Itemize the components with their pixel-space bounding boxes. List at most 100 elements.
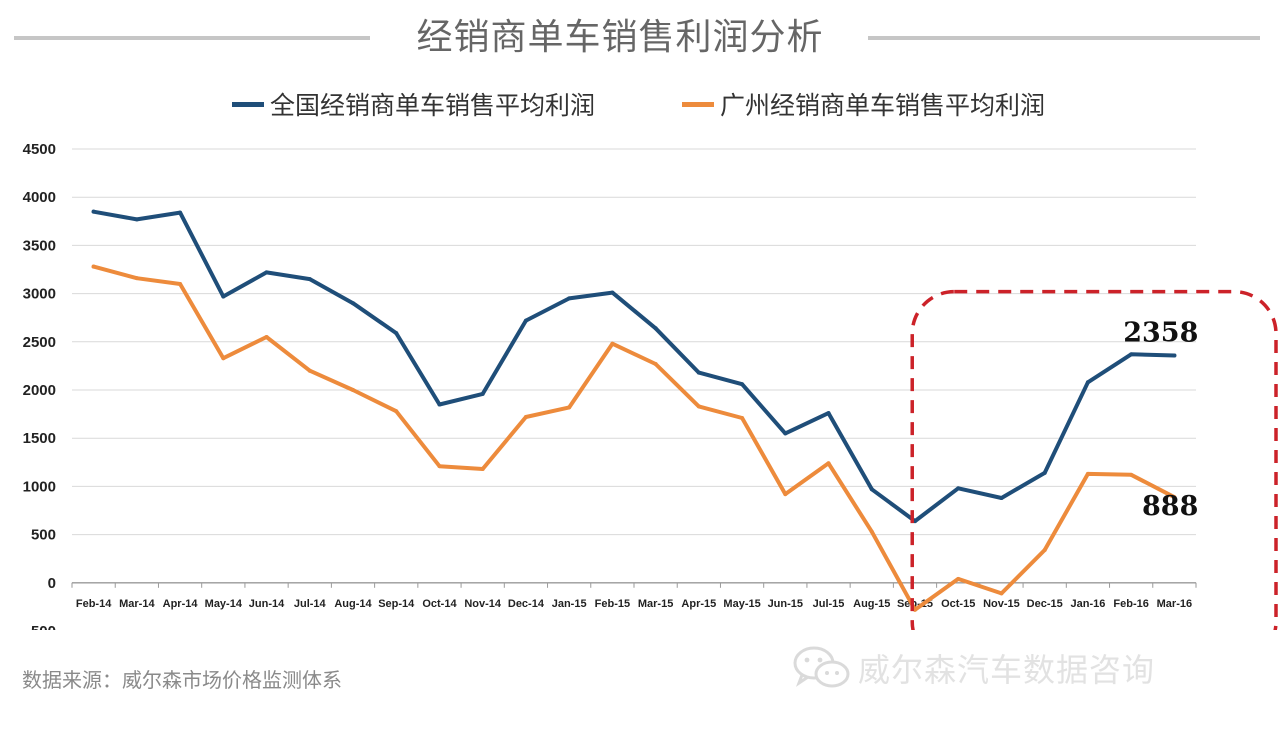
x-tick-label: Sep-15 xyxy=(897,598,933,610)
legend-item-guangzhou: 广州经销商单车销售平均利润 xyxy=(682,84,1045,124)
x-tick-label: Oct-14 xyxy=(422,598,457,610)
legend-swatch-guangzhou xyxy=(682,101,714,107)
data-point xyxy=(178,281,183,286)
y-tick-label: 500 xyxy=(31,527,56,544)
y-tick-label: 1500 xyxy=(23,430,56,447)
legend-label-guangzhou: 广州经销商单车销售平均利润 xyxy=(720,91,1046,120)
source-note: 数据来源：威尔森市场价格监测体系 xyxy=(22,668,342,692)
data-point xyxy=(134,276,139,281)
data-point xyxy=(307,277,312,282)
data-point xyxy=(1085,380,1090,385)
x-tick-label: Mar-15 xyxy=(638,598,673,610)
data-point xyxy=(567,296,572,301)
watermark: 威尔森汽车数据咨询 xyxy=(792,644,1155,692)
data-point xyxy=(740,415,745,420)
x-tick-label: Feb-15 xyxy=(595,598,630,610)
data-point xyxy=(956,576,961,581)
x-tick-label: Mar-16 xyxy=(1157,598,1192,610)
x-tick-label: Dec-14 xyxy=(508,598,545,610)
data-point xyxy=(999,591,1004,596)
x-tick-label: Mar-14 xyxy=(119,598,155,610)
wechat-icon xyxy=(793,646,850,688)
y-tick-label: 2000 xyxy=(23,382,56,399)
data-point xyxy=(653,361,658,366)
data-point xyxy=(826,411,831,416)
x-tick-label: Aug-15 xyxy=(853,598,890,610)
data-point xyxy=(1129,352,1134,357)
y-tick-label: 3000 xyxy=(23,286,56,303)
x-tick-label: May-15 xyxy=(723,598,760,610)
data-point xyxy=(999,495,1004,500)
data-point xyxy=(91,209,96,214)
data-point xyxy=(610,341,615,346)
data-point xyxy=(913,519,917,524)
data-point xyxy=(1042,548,1047,553)
title-rule-right xyxy=(868,36,1260,40)
data-point xyxy=(351,388,355,392)
y-tick-label: -500 xyxy=(26,623,56,630)
data-point xyxy=(956,486,961,491)
data-point xyxy=(783,492,788,497)
highlight-box xyxy=(910,289,1278,630)
data-point xyxy=(523,318,528,323)
y-tick-label: 4500 xyxy=(23,141,56,158)
series-line-national xyxy=(91,209,1177,524)
x-tick-label: Nov-14 xyxy=(464,598,502,610)
data-point xyxy=(221,294,226,299)
data-point xyxy=(91,264,96,269)
data-point xyxy=(1172,353,1177,358)
x-tick-label: Jun-14 xyxy=(249,598,285,610)
watermark-text: 威尔森汽车数据咨询 xyxy=(858,651,1156,689)
data-point xyxy=(1172,495,1177,500)
data-point xyxy=(264,334,269,339)
data-point xyxy=(307,368,312,373)
line-chart: -500 0 500 1000 1500 2000 2500 3000 3500 4000 4500… xyxy=(23,141,1278,630)
end-value-label: 2358 xyxy=(1123,317,1198,348)
chart-legend: 全国经销商单车销售平均利润 广州经销商单车销售平均利润 xyxy=(0,84,1280,124)
data-point xyxy=(480,391,485,396)
y-tick-label: 1000 xyxy=(23,478,56,495)
page-title: 经销商单车销售利润分析 xyxy=(416,17,824,58)
data-point xyxy=(783,431,788,436)
x-tick-label: Jun-15 xyxy=(768,598,803,610)
y-tick-label: 0 xyxy=(48,575,56,592)
x-tick-label: Nov-15 xyxy=(983,598,1020,610)
y-tick-label: 4000 xyxy=(23,189,56,206)
data-point xyxy=(740,382,745,387)
data-point xyxy=(653,326,658,331)
data-point xyxy=(1085,471,1090,476)
y-tick-label: 2500 xyxy=(23,334,56,351)
end-value-label: 888 xyxy=(1142,491,1198,522)
x-tick-label: Jan-15 xyxy=(552,598,587,610)
x-tick-label: Dec-15 xyxy=(1027,598,1063,610)
y-tick-label: 3500 xyxy=(23,237,56,254)
data-point xyxy=(869,529,874,534)
data-point xyxy=(696,404,701,409)
data-point xyxy=(351,301,355,306)
data-point xyxy=(221,356,226,361)
x-tick-label: Aug-14 xyxy=(334,598,372,610)
data-point xyxy=(610,290,615,295)
data-point xyxy=(696,370,701,375)
legend-swatch-national xyxy=(232,101,264,107)
data-point xyxy=(394,409,399,414)
data-point xyxy=(1129,472,1134,477)
legend-label-national: 全国经销商单车销售平均利润 xyxy=(270,91,596,120)
data-point xyxy=(437,464,442,469)
data-point xyxy=(913,607,917,612)
x-tick-label: May-14 xyxy=(205,598,243,610)
x-tick-label: Oct-15 xyxy=(941,598,975,610)
series-line-guangzhou xyxy=(91,264,1177,612)
x-tick-label: Apr-15 xyxy=(681,598,716,610)
x-tick-label: Jul-14 xyxy=(294,598,327,610)
x-tick-label: Feb-16 xyxy=(1113,598,1148,610)
data-point xyxy=(1042,470,1047,475)
title-rule-left xyxy=(14,36,370,40)
x-tick-label: Jan-16 xyxy=(1070,598,1105,610)
data-point xyxy=(394,331,399,336)
x-tick-label: Feb-14 xyxy=(76,598,112,610)
data-point xyxy=(134,217,139,222)
x-tick-label: Jul-15 xyxy=(813,598,845,610)
data-point xyxy=(480,467,485,472)
x-tick-label: Sep-14 xyxy=(378,598,415,610)
